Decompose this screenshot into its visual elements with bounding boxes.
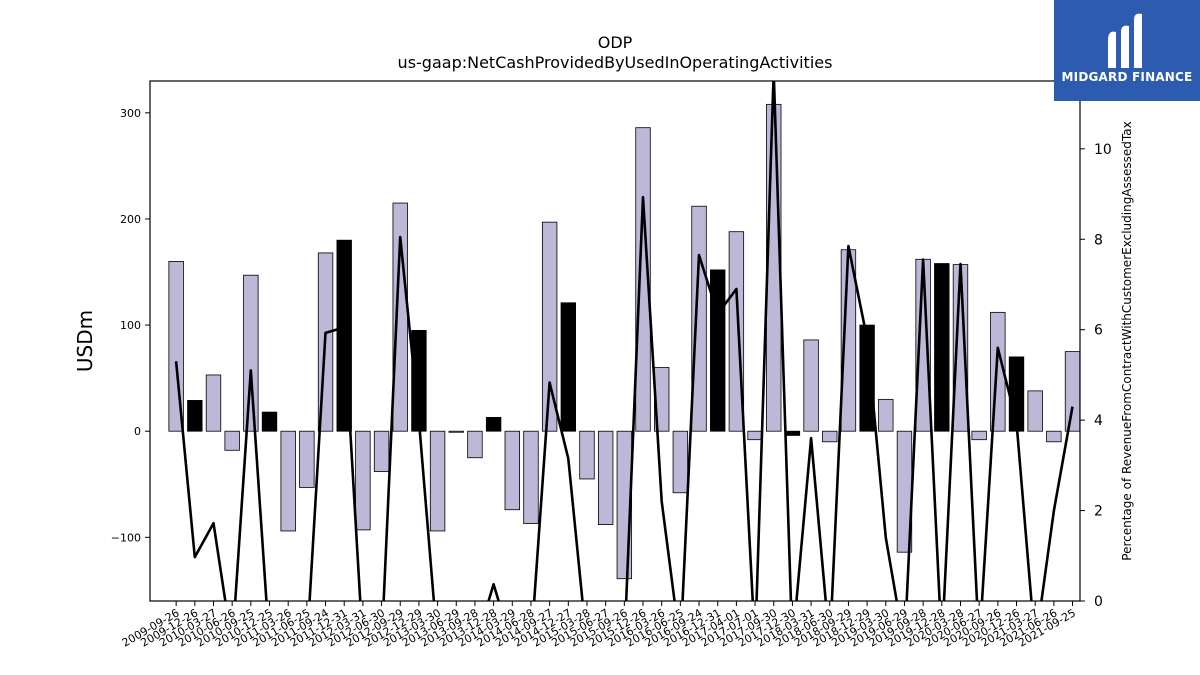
plot-frame xyxy=(149,80,1081,602)
y-axis-label-left: USDm xyxy=(73,310,97,372)
bar-2020-06-27 xyxy=(971,430,987,441)
midgard-finance-logo: MIDGARD FINANCE xyxy=(1054,0,1200,101)
bar-2012-03-31 xyxy=(355,430,371,531)
chart-title-line2: us-gaap:NetCashProvidedByUsedInOperating… xyxy=(398,53,833,72)
left-tick-label: 100 xyxy=(120,319,141,332)
bar-2011-06-25 xyxy=(299,430,315,488)
bar-2021-06-26 xyxy=(1046,430,1062,443)
right-tick-label: 8 xyxy=(1094,232,1103,248)
bar-2014-09-27 xyxy=(541,221,558,432)
bar-2015-06-27 xyxy=(597,430,614,525)
axes-layer: −100010020030002468102009-09-262009-12-2… xyxy=(111,80,1112,650)
logo-text: MIDGARD FINANCE xyxy=(1061,70,1193,84)
line-layer xyxy=(174,81,1074,601)
bar-2016-09-24 xyxy=(691,205,707,432)
midgard-logo-icon xyxy=(1108,13,1142,69)
left-tick-label: 300 xyxy=(120,107,141,120)
left-tick-label: −100 xyxy=(111,531,141,544)
right-tick-label: 4 xyxy=(1094,413,1103,429)
bar-2010-03-27 xyxy=(205,374,222,432)
bar-2015-12-26 xyxy=(635,127,651,432)
bar-2015-03-28 xyxy=(579,430,595,480)
bar-2019-12-28 xyxy=(934,263,950,432)
bar-2010-12-25 xyxy=(261,411,278,432)
bar-2018-06-30 xyxy=(822,430,838,443)
bar-2009-12-26 xyxy=(187,400,203,432)
bar-2017-12-30 xyxy=(784,430,801,436)
left-tick-label: 200 xyxy=(120,213,141,226)
bar-2010-09-25 xyxy=(243,274,259,432)
bar-2021-09-25 xyxy=(1064,351,1080,432)
bar-2021-03-27 xyxy=(1027,390,1043,432)
bar-2013-09-28 xyxy=(467,430,483,459)
bar-2018-03-31 xyxy=(803,339,819,432)
bar-2017-07-01 xyxy=(747,430,763,441)
right-tick-label: 10 xyxy=(1094,142,1112,158)
y-axis-label-right: Percentage of RevenueFromContractWithCus… xyxy=(1120,121,1134,560)
bar-2012-06-30 xyxy=(373,430,390,472)
bar-2016-06-25 xyxy=(672,430,689,494)
bar-2014-03-29 xyxy=(504,430,520,511)
bar-2018-12-29 xyxy=(859,324,875,432)
chart-title-line1: ODP xyxy=(598,33,633,52)
bar-2013-06-29 xyxy=(448,430,464,433)
bar-2011-03-26 xyxy=(280,430,296,532)
bar-2013-12-28 xyxy=(485,417,502,432)
right-tick-label: 0 xyxy=(1094,594,1103,610)
bar-2013-03-30 xyxy=(429,430,446,532)
bar-2014-06-28 xyxy=(523,430,539,524)
bar-2010-06-26 xyxy=(224,430,240,451)
right-tick-label: 6 xyxy=(1094,323,1103,339)
right-tick-label: 2 xyxy=(1094,504,1103,520)
bars-layer xyxy=(168,103,1080,580)
bar-2019-03-30 xyxy=(878,398,894,432)
bar-2014-12-27 xyxy=(560,302,576,432)
left-tick-label: 0 xyxy=(134,425,141,438)
ratio-line xyxy=(174,81,1074,601)
